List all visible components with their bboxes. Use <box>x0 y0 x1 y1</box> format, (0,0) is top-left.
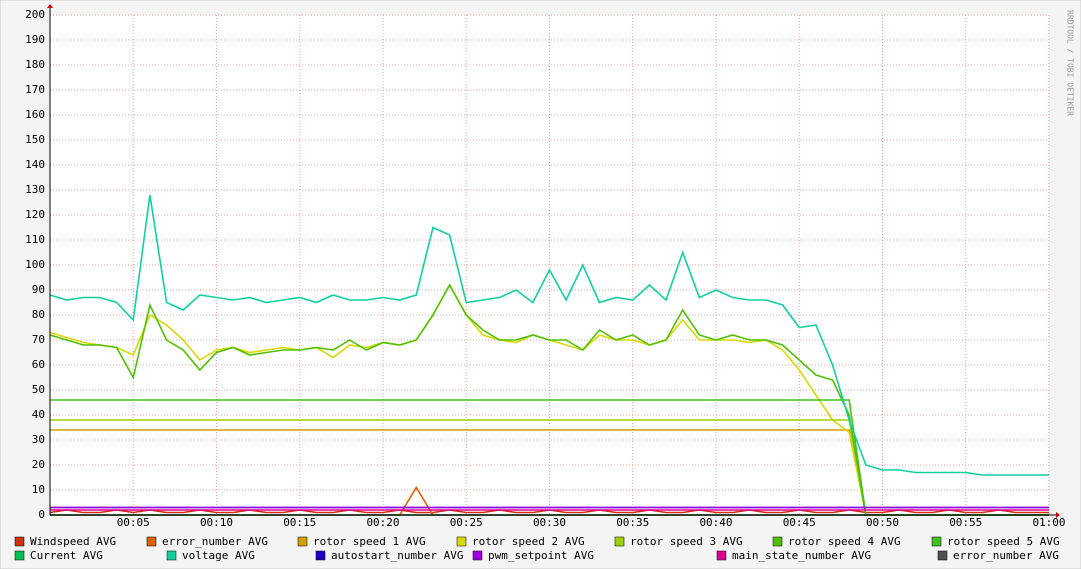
legend-label: error_number AVG <box>162 535 268 548</box>
legend-swatch <box>931 536 942 547</box>
y-tick-label: 80 <box>32 308 45 321</box>
legend-label: Windspeed AVG <box>30 535 116 548</box>
legend-swatch <box>146 536 157 547</box>
y-tick-label: 100 <box>25 258 45 271</box>
legend-label: voltage AVG <box>182 549 255 562</box>
x-tick-label: 00:40 <box>699 516 732 529</box>
x-tick-label: 01:00 <box>1032 516 1065 529</box>
legend-swatch <box>166 550 177 561</box>
y-tick-label: 50 <box>32 383 45 396</box>
x-tick-label: 00:05 <box>117 516 150 529</box>
series-line <box>49 194 1049 476</box>
legend-label: rotor speed 4 AVG <box>788 535 901 548</box>
legend-label: rotor speed 3 AVG <box>630 535 743 548</box>
y-tick-label: 150 <box>25 133 45 146</box>
legend-swatch <box>614 536 625 547</box>
y-tick-label: 170 <box>25 83 45 96</box>
y-tick-label: 110 <box>25 233 45 246</box>
y-tick-label: 90 <box>32 283 45 296</box>
y-tick-label: 130 <box>25 183 45 196</box>
x-tick-label: 00:10 <box>200 516 233 529</box>
y-tick-label: 160 <box>25 108 45 121</box>
legend-swatch <box>14 536 25 547</box>
x-tick-label: 00:55 <box>949 516 982 529</box>
y-tick-label: 140 <box>25 158 45 171</box>
x-tick-label: 00:50 <box>866 516 899 529</box>
y-tick-label: 10 <box>32 483 45 496</box>
legend-swatch <box>456 536 467 547</box>
y-tick-label: 20 <box>32 458 45 471</box>
legend-label: rotor speed 5 AVG <box>947 535 1060 548</box>
y-tick-label: 40 <box>32 408 45 421</box>
legend-label: Current AVG <box>30 549 103 562</box>
legend-label: rotor speed 1 AVG <box>313 535 426 548</box>
y-tick-label: 30 <box>32 433 45 446</box>
y-tick-label: 180 <box>25 58 45 71</box>
x-tick-label: 00:15 <box>283 516 316 529</box>
legend-swatch <box>14 550 25 561</box>
legend-swatch <box>297 536 308 547</box>
legend-label: pwm_setpoint AVG <box>488 549 594 562</box>
watermark: RRDTOOL / TOBI OETIKER <box>1066 10 1075 116</box>
legend-label: error_number AVG <box>953 549 1059 562</box>
x-tick-label: 00:20 <box>366 516 399 529</box>
x-tick-label: 00:45 <box>783 516 816 529</box>
y-tick-label: 60 <box>32 358 45 371</box>
legend-swatch <box>937 550 948 561</box>
legend-swatch <box>472 550 483 561</box>
y-tick-label: 200 <box>25 8 45 21</box>
legend-label: rotor speed 2 AVG <box>472 535 585 548</box>
y-tick-label: 190 <box>25 33 45 46</box>
legend-swatch <box>772 536 783 547</box>
x-tick-label: 00:30 <box>533 516 566 529</box>
legend-label: main_state_number AVG <box>732 549 871 562</box>
y-tick-label: 70 <box>32 333 45 346</box>
axis-arrow <box>47 4 53 8</box>
y-tick-label: 0 <box>38 508 45 521</box>
y-tick-label: 120 <box>25 208 45 221</box>
legend-label: autostart_number AVG <box>331 549 463 562</box>
x-tick-label: 00:35 <box>616 516 649 529</box>
x-tick-label: 00:25 <box>450 516 483 529</box>
legend-swatch <box>716 550 727 561</box>
legend-swatch <box>315 550 326 561</box>
axis-arrow <box>1056 512 1060 518</box>
